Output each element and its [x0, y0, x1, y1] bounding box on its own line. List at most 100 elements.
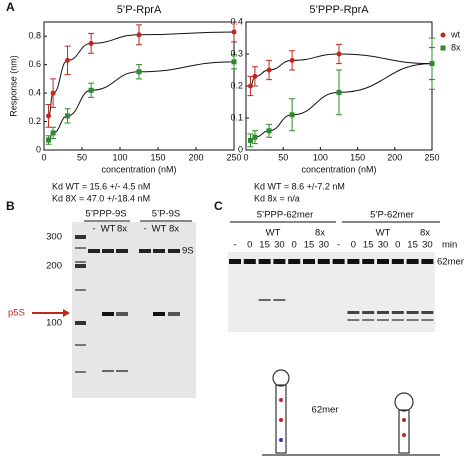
y-tick-label: 0.6: [28, 59, 41, 69]
y-tick-label: 0.2: [28, 116, 41, 126]
lane-label: -: [92, 224, 95, 235]
band: [258, 299, 271, 301]
lane-label: WT: [101, 224, 116, 235]
x-tick-label: 0: [41, 152, 46, 162]
y-tick-label: 0.4: [28, 87, 41, 97]
x-tick-label: 250: [226, 152, 241, 162]
point: [50, 90, 56, 96]
panel-label: A: [6, 0, 15, 14]
band: [406, 319, 419, 321]
marker-label: 100: [46, 318, 62, 329]
annotation: Kd WT = 8.6 +/-7.2 nM: [254, 181, 345, 191]
lane-label: WT: [152, 224, 167, 235]
structure-label: 62mer: [312, 405, 339, 416]
marker-label: 300: [46, 232, 62, 243]
band: [75, 261, 86, 263]
point: [266, 67, 272, 73]
lane-label: 0: [351, 240, 356, 251]
y-tick-label: 0.8: [28, 31, 41, 41]
x-axis-label: concentration (nM): [101, 164, 176, 174]
band: [102, 249, 114, 253]
band: [75, 344, 86, 346]
band: [421, 311, 434, 314]
band: [317, 259, 330, 264]
lane-label: 15: [259, 240, 270, 251]
lane-label: 0: [292, 240, 297, 251]
band: [347, 259, 360, 264]
band: [116, 312, 128, 316]
band: [116, 370, 128, 372]
plot-frame: [43, 21, 235, 151]
point: [252, 134, 258, 140]
chart-title: 5’PPP-RprA: [309, 4, 369, 16]
band: [258, 259, 271, 264]
annotation: Kd 8X = 47.0 +/-18.4 nM: [52, 193, 150, 203]
lane-label: 8x: [117, 224, 127, 235]
y-tick-label: 0.3: [230, 48, 243, 58]
band: [75, 235, 86, 239]
band: [102, 312, 114, 316]
band: [102, 370, 114, 372]
lane-label: -: [233, 240, 236, 251]
band: [116, 249, 128, 253]
band: [347, 319, 360, 321]
band: [377, 319, 389, 321]
lane-label: -: [337, 240, 340, 251]
x-tick-label: 0: [243, 152, 248, 162]
point: [289, 112, 295, 118]
lane-label: 15: [407, 240, 418, 251]
x-axis-label: concentration (nM): [301, 164, 376, 174]
lane-label: 0: [395, 240, 400, 251]
legend-label: wt: [450, 29, 460, 39]
point: [336, 51, 342, 57]
subgroup-label: 8x: [315, 228, 325, 239]
group-label: 5’P-62mer: [370, 210, 414, 221]
band-label: 62mer: [437, 257, 464, 268]
band: [303, 259, 315, 264]
band: [168, 312, 180, 316]
y-tick-label: 0.4: [230, 16, 243, 26]
y-axis-label: Response (nm): [8, 55, 18, 117]
y-tick-label: 0.1: [230, 112, 243, 122]
panel-label: B: [6, 199, 15, 213]
arrow-label: p5S: [8, 308, 25, 319]
x-tick-label: 100: [112, 152, 127, 162]
point: [88, 87, 94, 93]
lane-label: 15: [363, 240, 374, 251]
chart-title: 5’P-RprA: [117, 4, 162, 16]
x-tick-label: 200: [387, 152, 402, 162]
x-tick-label: 200: [188, 152, 203, 162]
point: [46, 137, 52, 143]
band: [168, 249, 180, 253]
band: [288, 259, 301, 264]
band: [421, 259, 434, 264]
band: [347, 311, 360, 314]
group-label: 5’PPP-62mer: [257, 210, 314, 221]
band: [362, 259, 375, 264]
band: [243, 259, 256, 264]
band: [273, 299, 286, 301]
rna-structure: [262, 369, 440, 456]
band: [406, 259, 419, 264]
point: [336, 89, 342, 95]
band: [153, 249, 165, 253]
point: [50, 130, 56, 136]
band: [421, 319, 434, 321]
lane-label: 30: [422, 240, 433, 251]
point: [231, 59, 237, 65]
point: [252, 73, 258, 79]
band: [391, 259, 404, 264]
y-tick-label: 0: [36, 144, 41, 154]
band: [75, 371, 86, 373]
lane-label: 30: [319, 240, 330, 251]
x-tick-label: 50: [278, 152, 288, 162]
gel: [228, 252, 435, 332]
subgroup-label: 8x: [420, 228, 430, 239]
point: [65, 113, 71, 119]
band: [75, 247, 86, 249]
point: [247, 83, 253, 89]
band: [406, 311, 419, 314]
panel-label: C: [214, 199, 223, 213]
